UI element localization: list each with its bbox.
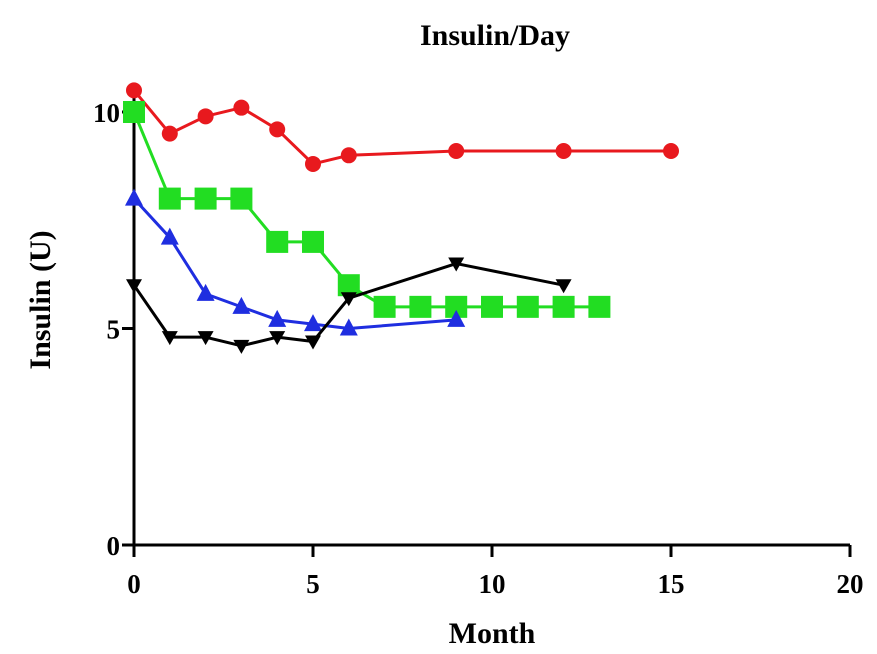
x-axis-title: Month [449, 617, 536, 650]
data-point [232, 296, 251, 314]
x-tick-label: 0 [127, 569, 141, 599]
data-point [340, 292, 357, 307]
data-point [158, 187, 181, 210]
series-line [132, 197, 457, 330]
data-point [269, 331, 286, 346]
data-point [447, 309, 466, 327]
x-tick-label: 15 [658, 569, 685, 599]
data-point [233, 99, 250, 116]
data-point [194, 187, 217, 210]
data-point [197, 108, 214, 125]
data-point [448, 142, 465, 159]
data-point [266, 230, 289, 253]
data-point [305, 335, 321, 350]
data-point [552, 295, 575, 318]
data-point [161, 331, 178, 346]
data-point [161, 125, 178, 142]
data-point [588, 295, 611, 318]
data-point [196, 283, 215, 301]
x-tick-label: 20 [837, 569, 864, 599]
axes: 0 5 10 15 20 0 5 10 [93, 88, 864, 599]
y-tick-label: 5 [107, 315, 121, 345]
data-point [233, 339, 250, 354]
series-line [132, 89, 671, 166]
data-point [268, 309, 287, 327]
chart-title: Insulin/Day [420, 19, 570, 52]
data-point [555, 142, 572, 159]
data-point [516, 295, 539, 318]
data-point [197, 331, 214, 346]
data-point [125, 188, 143, 206]
data-point [445, 295, 468, 318]
data-point [230, 187, 253, 210]
data-point [340, 147, 357, 164]
data-point [339, 318, 358, 336]
series-3 [125, 188, 466, 336]
data-point [373, 295, 396, 318]
data-point [160, 227, 179, 245]
data-point [305, 155, 321, 172]
data-point [269, 121, 286, 138]
data-point [481, 295, 503, 318]
x-tick-label: 10 [479, 569, 506, 599]
series-1 [126, 82, 679, 172]
series-layer [123, 82, 679, 354]
data-point [304, 314, 322, 332]
data-point [337, 274, 360, 297]
x-tick-label: 5 [306, 569, 320, 599]
data-point [555, 279, 572, 294]
y-tick-label: 10 [93, 98, 120, 128]
data-point [448, 257, 465, 272]
data-point [302, 230, 324, 253]
y-axis-title: Insulin (U) [24, 230, 57, 369]
data-point [409, 295, 432, 318]
data-point [123, 101, 145, 123]
series-2 [123, 101, 611, 318]
data-point [663, 142, 679, 159]
y-tick-label: 0 [107, 531, 121, 561]
data-point [126, 279, 142, 294]
series-4 [126, 257, 572, 354]
data-point [126, 82, 142, 99]
